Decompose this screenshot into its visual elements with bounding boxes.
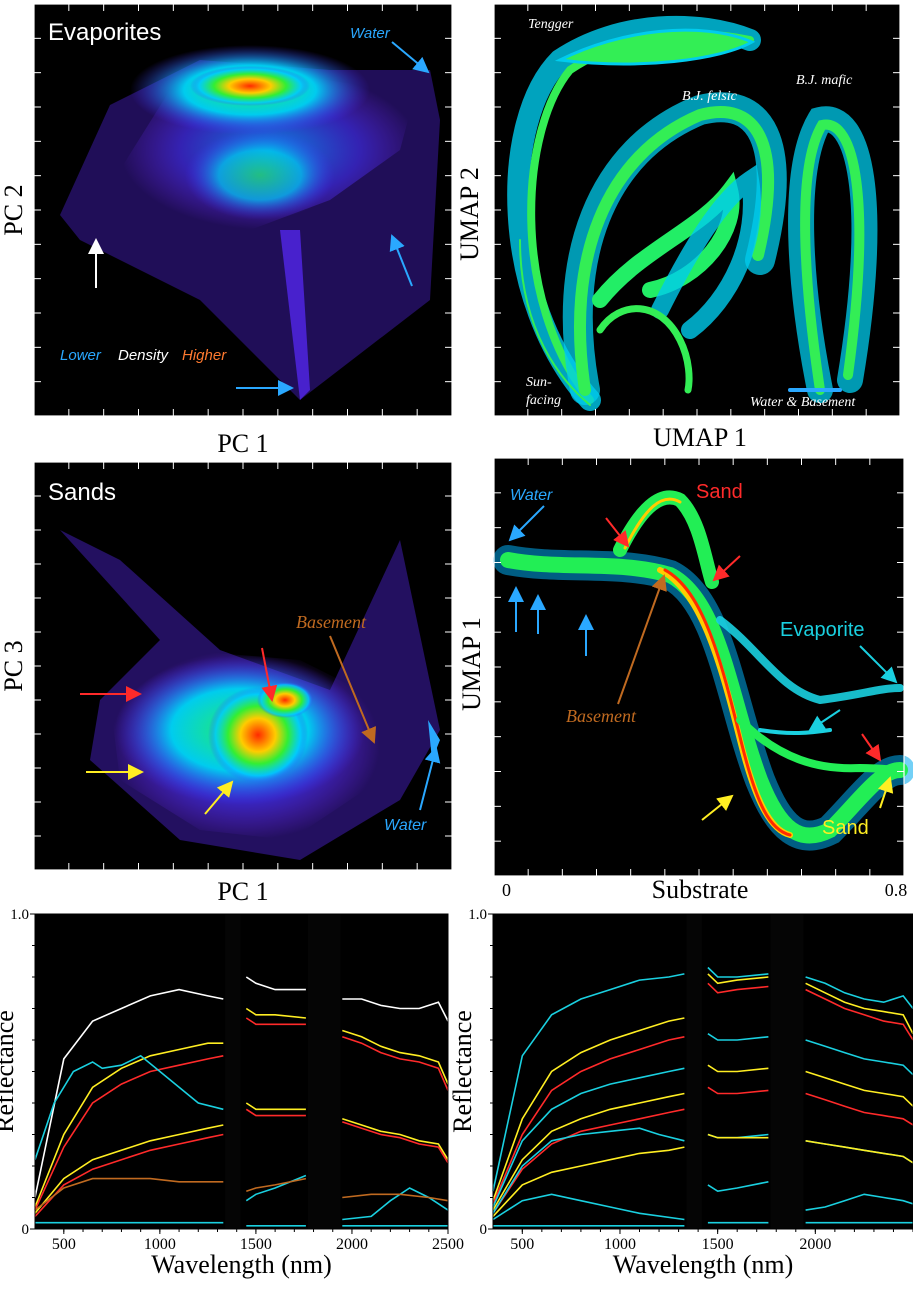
x-tick-label: 2000 [336, 1236, 368, 1253]
arrow-yellow-center [204, 780, 234, 815]
annotation-basement: Basement [296, 612, 367, 632]
x-tick-label: 1500 [702, 1236, 734, 1253]
density-cloud [60, 530, 440, 860]
absorption-gap [225, 914, 241, 1229]
arrow-evaporite [859, 645, 898, 684]
x-tick-label: 2500 [432, 1236, 464, 1253]
panel-spectra-right: 500 1000 1500 2000 0 1.0 Wavelength (nm) Reflec… [448, 907, 913, 1279]
spectrum-line-8 [492, 1181, 913, 1221]
spectrum-line-1 [34, 1007, 449, 1208]
y-axis-label: Reflectance [448, 1010, 477, 1133]
spectrum-line-6 [34, 1177, 449, 1211]
x-axis-label: UMAP 1 [653, 423, 747, 452]
spectrum-line-0 [492, 966, 913, 1192]
annotation-bj-mafic: B.J. mafic [796, 73, 853, 88]
legend-higher: Higher [182, 347, 227, 364]
plot-area [35, 914, 448, 1229]
x-tick-label: 1000 [604, 1236, 636, 1253]
y-axis-label: PC 3 [0, 640, 28, 691]
substrate-bands [493, 490, 913, 851]
annotation-water: Water [384, 817, 427, 834]
arrow-red-upper-right [712, 555, 741, 582]
x-axis-label: PC 1 [217, 429, 268, 458]
x-axis-label: Wavelength (nm) [151, 1250, 332, 1279]
spectrum-line-7 [35, 1221, 448, 1227]
spectrum-line-2 [492, 982, 913, 1205]
spectrum-line-3 [492, 1033, 913, 1208]
annotation-basement: Basement [566, 706, 637, 726]
panel-sands: Sands Basement Water PC 1 PC 3 [0, 461, 453, 906]
y-axis-label: PC 2 [0, 184, 28, 235]
legend-lower: Lower [60, 347, 102, 364]
arrow-basement [329, 635, 377, 744]
spectrum-line-9 [493, 1221, 913, 1227]
absorption-gap [686, 914, 702, 1229]
annotation-sand-red: Sand [696, 481, 743, 503]
x-tick-label: 500 [510, 1236, 534, 1253]
arrow-cyan-mid [808, 709, 841, 732]
y-axis-label: Reflectance [0, 1010, 19, 1133]
annotation-sun: Sun- [526, 375, 552, 390]
plot-area [493, 914, 913, 1229]
tick-marks [494, 458, 904, 876]
arrow-yellow-left [701, 794, 734, 821]
chart-title: Sands [48, 479, 116, 506]
x-tick-label: 1500 [240, 1236, 272, 1253]
annotation-water: Water [510, 487, 553, 504]
x-tick-label: 500 [52, 1236, 76, 1253]
absorption-gap [770, 914, 804, 1229]
chart-title: Evaporites [48, 19, 161, 46]
umap-lobes [507, 15, 878, 411]
annotation-evaporite: Evaporite [780, 619, 865, 641]
spectrum-line-4 [34, 1102, 449, 1214]
x-axis-label: PC 1 [217, 877, 268, 906]
annotation-water: Water [350, 25, 391, 42]
arrow-basement [617, 574, 667, 705]
legend-density: Density [118, 347, 170, 364]
spectrum-line-1 [492, 973, 913, 1201]
annotation-tengger: Tengger [528, 17, 574, 32]
arrow-blue-right [389, 234, 413, 287]
panel-spectra-left: 500 1000 1500 2000 2500 0 1.0 Wavelength (nm) Re… [0, 907, 464, 1279]
panel-substrate-umap: Water Sand Evaporite Basement Sand 0 0.8… [457, 457, 913, 904]
arrow-yellow-right [877, 776, 894, 809]
panel-umap-map: Tengger B.J. felsic B.J. mafic Sun- faci… [455, 3, 901, 452]
density-cloud [60, 45, 440, 400]
x-tick-label: 0.8 [885, 880, 908, 900]
tick-marks [34, 4, 452, 416]
y-tick-label: 1.0 [10, 907, 29, 923]
arrow-water [419, 746, 441, 811]
spectrum-line-0 [34, 976, 449, 1198]
arrow-red-top [261, 647, 278, 702]
arrow-water [391, 41, 430, 74]
annotation-facing: facing [526, 393, 561, 408]
arrow-red-upper-left [605, 517, 630, 548]
x-tick-label: 1000 [144, 1236, 176, 1253]
spectrum-line-5 [34, 1108, 449, 1217]
panel-evaporites: Evaporites Water Lower Density Higher PC… [0, 3, 453, 458]
arrow-water [508, 505, 545, 542]
tick-marks [34, 462, 452, 870]
annotation-sand-yellow: Sand [822, 817, 869, 839]
annotation-bj-felsic: B.J. felsic [682, 89, 738, 104]
spectrum-line-5 [492, 1086, 913, 1214]
x-axis-label: Wavelength (nm) [613, 1250, 794, 1279]
y-tick-label: 1.0 [468, 907, 487, 923]
tick-marks [494, 4, 900, 416]
x-tick-label: 0 [502, 880, 511, 900]
x-tick-label: 2000 [799, 1236, 831, 1253]
arrow-red-right [861, 733, 882, 762]
y-axis-label: UMAP 1 [457, 617, 486, 711]
spectrum-line-4 [492, 1064, 913, 1211]
spectrum-line-2 [34, 1017, 449, 1211]
annotation-water-basement: Water & Basement [750, 395, 856, 410]
spectrum-line-7 [492, 1133, 913, 1217]
absorption-gap [307, 914, 341, 1229]
y-tick-label: 0 [480, 1222, 488, 1238]
y-axis-label: UMAP 2 [455, 167, 484, 261]
y-tick-label: 0 [22, 1222, 30, 1238]
x-axis-label: Substrate [652, 875, 749, 904]
